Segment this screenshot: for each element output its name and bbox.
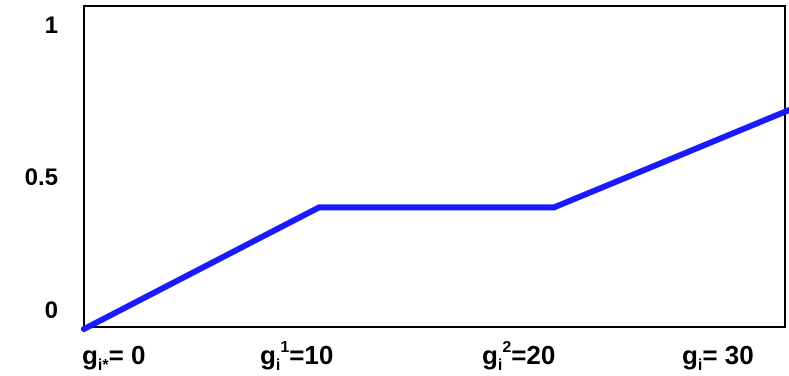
x-tick-superscript: 2 [502, 339, 511, 356]
series-line [81, 107, 789, 332]
x-tick-label: gi1=10 [260, 339, 333, 374]
x-tick-base: g [82, 340, 98, 370]
x-tick-label: gi*= 0 [82, 340, 145, 374]
series-group [81, 107, 789, 332]
x-tick-subscript: i [498, 357, 502, 374]
x-tick-label: gi2=20 [482, 339, 555, 374]
x-tick-subscript: i [276, 357, 280, 374]
plot-frame [83, 5, 786, 328]
data-point [786, 107, 789, 114]
x-tick-value: =10 [289, 340, 333, 370]
y-tick-label: 0.5 [25, 164, 58, 191]
x-axis-ticks: gi*= 0 gi1=10 gi2=20 gi= 30 [82, 339, 754, 374]
y-axis-ticks: 00.51 [25, 12, 58, 324]
y-tick-label: 1 [45, 12, 58, 39]
data-point [316, 204, 322, 211]
x-tick-base: g [682, 340, 698, 370]
x-tick-subscript: i* [98, 357, 109, 374]
x-tick-value: = 0 [109, 340, 146, 370]
x-tick-superscript: 1 [280, 339, 289, 356]
x-tick-value: = 30 [702, 340, 753, 370]
x-tick-base: g [482, 340, 498, 370]
x-tick-label: gi= 30 [682, 340, 754, 374]
x-tick-value: =20 [511, 340, 555, 370]
x-tick-base: g [260, 340, 276, 370]
data-point [551, 204, 557, 211]
data-point [81, 326, 87, 332]
y-tick-label: 0 [45, 297, 58, 324]
x-tick-subscript: i [698, 357, 702, 374]
